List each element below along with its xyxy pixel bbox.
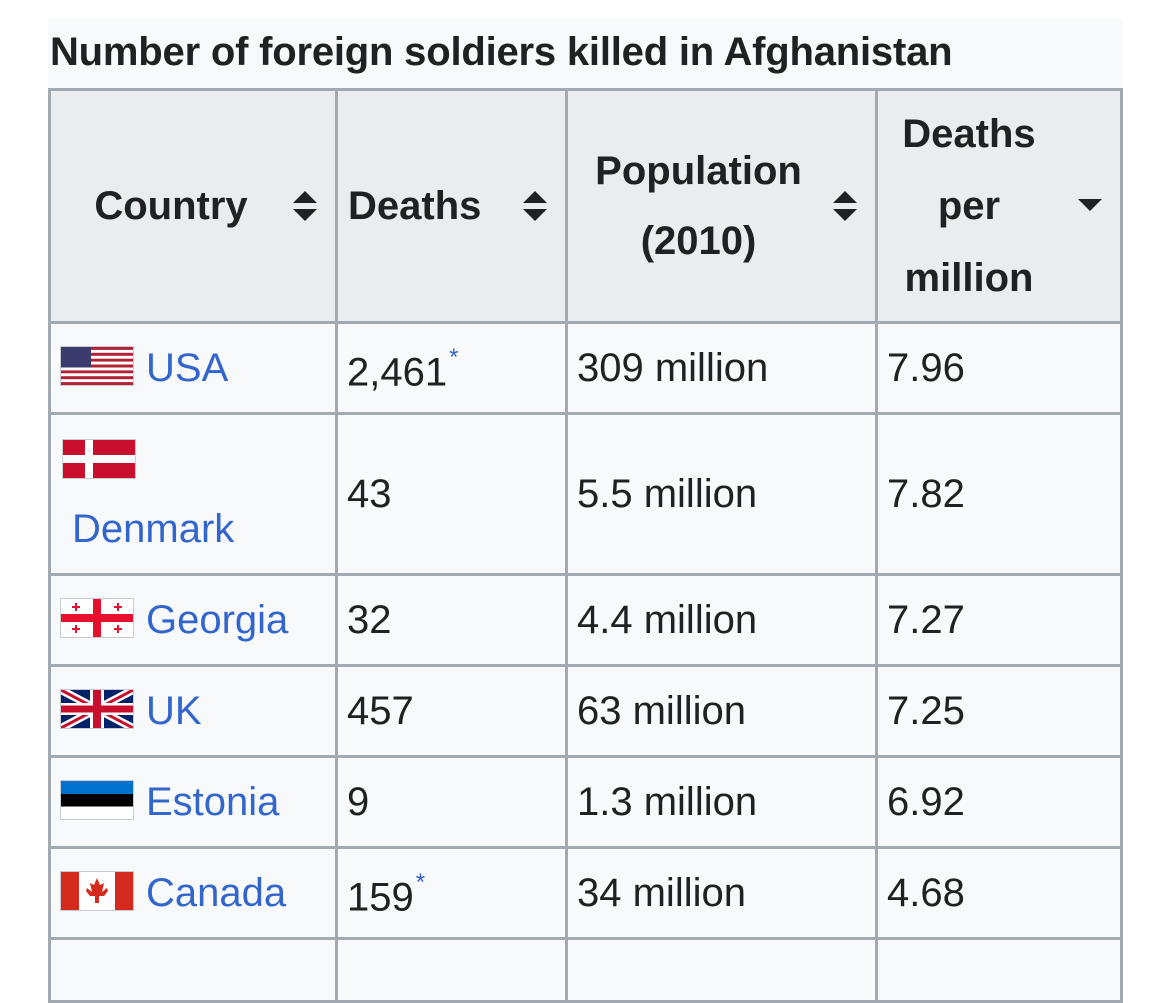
denmark-flag-icon (62, 439, 136, 479)
country-header-label: Country (94, 184, 248, 228)
per-million-cell: 7.82 (875, 412, 1123, 576)
population-cell: 5.5 million (565, 412, 878, 576)
country-link-canada[interactable]: Canada (146, 871, 287, 915)
footnote-link[interactable]: * (449, 343, 459, 371)
country-cell: UK (48, 664, 338, 758)
table-row: Estonia 9 1.3 million 6.92 (48, 755, 1123, 849)
country-link-usa[interactable]: USA (146, 346, 229, 390)
deaths-cell: 43 (335, 412, 568, 576)
per-million-cell (875, 937, 1123, 1003)
population-cell (565, 937, 878, 1003)
country-cell: Estonia (48, 755, 338, 849)
estonia-flag-icon (60, 780, 134, 821)
country-cell: USA (48, 321, 338, 415)
header-row: Country Deaths Population (2010) Deaths pe… (48, 88, 1123, 324)
country-link-estonia[interactable]: Estonia (146, 780, 280, 824)
sort-both-icon[interactable] (833, 191, 857, 221)
country-link-denmark[interactable]: Denmark (72, 507, 235, 551)
deaths-cell: 32 (335, 573, 568, 667)
country-cell: Denmark (48, 412, 338, 576)
per-million-cell: 7.27 (875, 573, 1123, 667)
deaths-header-label: Deaths (348, 184, 482, 228)
per-million-cell: 4.68 (875, 846, 1123, 940)
deaths-cell (335, 937, 568, 1003)
country-link-georgia[interactable]: Georgia (146, 598, 289, 642)
deaths-cell: 457 (335, 664, 568, 758)
soldiers-killed-table: Country Deaths Population (2010) Deaths pe… (48, 88, 1123, 1003)
per-million-cell: 7.96 (875, 321, 1123, 415)
deaths-cell: 159* (335, 846, 568, 940)
sort-descending-icon[interactable] (1078, 191, 1102, 221)
table-row (48, 937, 1123, 1003)
sort-both-icon[interactable] (523, 191, 547, 221)
column-header-deaths[interactable]: Deaths (335, 88, 568, 324)
georgia-flag-icon (60, 598, 134, 639)
table-row: Georgia 32 4.4 million 7.27 (48, 573, 1123, 667)
wikitable-container: Number of foreign soldiers killed in Afg… (48, 18, 1123, 1003)
population-cell: 34 million (565, 846, 878, 940)
table-row: UK 457 63 million 7.25 (48, 664, 1123, 758)
per-million-cell: 6.92 (875, 755, 1123, 849)
country-cell: Canada (48, 846, 338, 940)
deaths-cell: 2,461* (335, 321, 568, 415)
country-cell: Georgia (48, 573, 338, 667)
column-header-population[interactable]: Population (2010) (565, 88, 878, 324)
population-cell: 63 million (565, 664, 878, 758)
population-cell: 309 million (565, 321, 878, 415)
canada-flag-icon (60, 871, 134, 912)
usa-flag-icon (60, 346, 134, 387)
population-cell: 4.4 million (565, 573, 878, 667)
table-row: USA 2,461* 309 million 7.96 (48, 321, 1123, 415)
country-link-uk[interactable]: UK (146, 689, 202, 733)
population-header-label: Population (2010) (595, 149, 802, 263)
table-row: Denmark 43 5.5 million 7.82 (48, 412, 1123, 576)
country-cell (48, 937, 338, 1003)
footnote-link[interactable]: * (415, 868, 426, 896)
population-cell: 1.3 million (565, 755, 878, 849)
column-header-deaths-per-million[interactable]: Deaths per million (875, 88, 1123, 324)
uk-flag-icon (60, 689, 134, 730)
deaths-per-million-header-label: Deaths per million (902, 112, 1036, 300)
sort-both-icon[interactable] (293, 191, 317, 221)
column-header-country[interactable]: Country (48, 88, 338, 324)
deaths-cell: 9 (335, 755, 568, 849)
per-million-cell: 7.25 (875, 664, 1123, 758)
table-caption: Number of foreign soldiers killed in Afg… (48, 18, 1122, 88)
table-row: Canada 159* 34 million 4.68 (48, 846, 1123, 940)
